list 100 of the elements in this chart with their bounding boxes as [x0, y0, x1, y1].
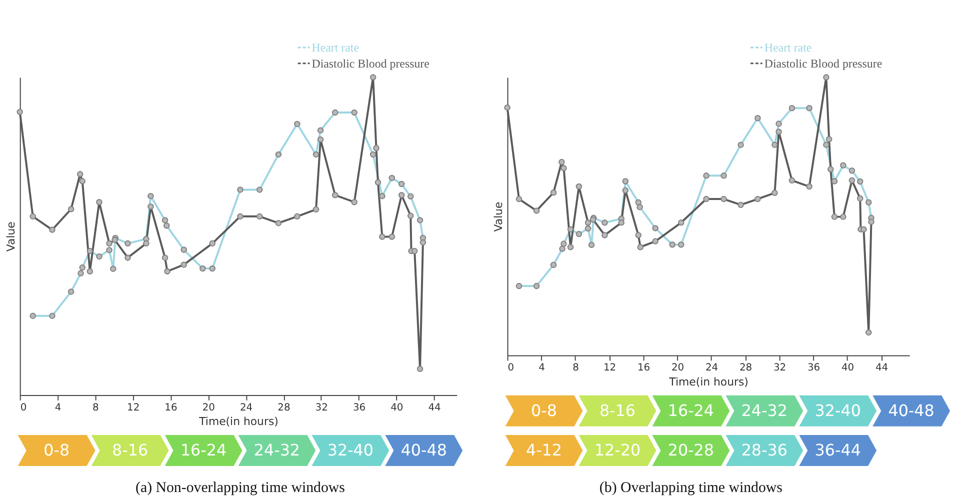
category-label: 40-48 [400, 440, 447, 460]
point [332, 109, 338, 116]
point [30, 213, 36, 220]
point [86, 248, 94, 254]
point [256, 186, 263, 193]
point [635, 232, 642, 238]
point [420, 239, 426, 246]
x-axis-title: Time(in hours) [198, 415, 278, 428]
point [738, 202, 744, 208]
category-label: 32-40 [814, 400, 861, 420]
point [776, 120, 782, 127]
point [703, 196, 710, 202]
point [840, 214, 846, 220]
x-tick-label: 8 [92, 402, 99, 414]
point [76, 171, 84, 178]
point [96, 198, 102, 206]
point [373, 144, 380, 152]
category-label: 32-40 [327, 440, 374, 460]
point [559, 246, 566, 252]
point [379, 234, 386, 240]
point [776, 128, 782, 135]
x-tick-label: 16 [164, 402, 178, 414]
x-tick-label: 40 [841, 362, 854, 374]
point [49, 312, 56, 319]
point [806, 105, 812, 112]
legend-label: Heart rate [312, 40, 359, 54]
point [788, 105, 796, 112]
point [312, 151, 320, 158]
category-label: 0-8 [531, 400, 557, 420]
point [317, 127, 324, 134]
point [831, 214, 838, 220]
point [806, 183, 812, 190]
x-tick-label: 16 [637, 362, 650, 374]
category-label: 8-16 [599, 400, 636, 420]
x-tick-label: 0 [508, 362, 514, 374]
point [16, 108, 23, 116]
point [652, 238, 658, 244]
point [237, 186, 244, 193]
point [720, 172, 727, 179]
point [678, 241, 684, 248]
point [550, 190, 557, 196]
point [720, 196, 727, 202]
point [124, 254, 131, 261]
point [504, 104, 510, 111]
point [868, 218, 874, 225]
point [110, 266, 116, 272]
point [533, 282, 540, 290]
category-label: 20-28 [668, 440, 714, 460]
point [68, 206, 74, 212]
point [148, 203, 154, 210]
category-label: 0-8 [44, 440, 70, 460]
point [567, 244, 574, 250]
point [826, 136, 832, 142]
category-label: 40-48 [888, 400, 934, 420]
x-tick-label: 40 [390, 402, 404, 414]
point [388, 174, 396, 182]
point [317, 136, 324, 143]
point [516, 196, 522, 202]
point [398, 192, 405, 198]
point [635, 199, 642, 206]
point [516, 282, 522, 290]
point [576, 230, 582, 238]
point [788, 177, 796, 184]
point [180, 246, 187, 253]
point [602, 232, 608, 238]
point [180, 262, 187, 268]
point [416, 366, 424, 372]
text: (a) Non-overlapping time windows [136, 480, 346, 496]
point [164, 268, 170, 274]
point [106, 246, 112, 254]
point [78, 270, 84, 276]
point [96, 253, 102, 260]
point [856, 178, 864, 185]
point [275, 220, 282, 226]
point [237, 213, 244, 220]
point [636, 204, 643, 210]
point [275, 151, 282, 158]
point [209, 265, 216, 272]
point [124, 240, 131, 247]
point [831, 178, 838, 184]
point [827, 166, 834, 172]
x-tick-label: 36 [352, 402, 366, 414]
x-tick-label: 44 [428, 402, 441, 414]
point [560, 165, 567, 172]
text: (b) Overlapping time windows [599, 480, 783, 496]
point [407, 193, 414, 200]
category-label: 24-32 [741, 400, 788, 420]
x-tick-label: 32 [773, 362, 786, 374]
point [209, 240, 216, 247]
point [200, 265, 206, 272]
category-label: 16-24 [668, 400, 714, 420]
point [374, 179, 382, 186]
point [351, 198, 358, 206]
x-tick-label: 28 [739, 362, 752, 374]
point [848, 168, 856, 174]
point [370, 74, 376, 80]
point [407, 212, 414, 219]
x-tick-label: 8 [572, 362, 579, 374]
category-label: 28-36 [741, 440, 788, 460]
point [106, 240, 112, 247]
